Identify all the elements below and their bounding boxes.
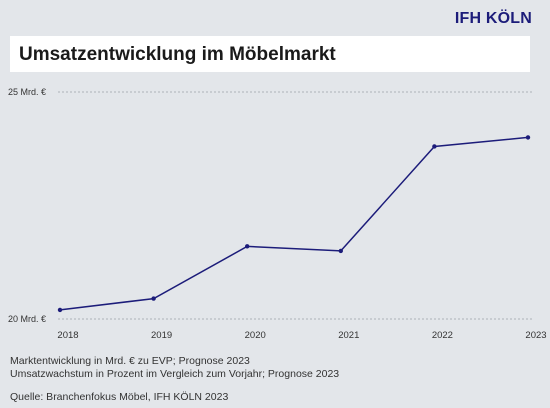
x-tick-label: 2018 [57,330,78,341]
note-market: Marktentwicklung in Mrd. € zu EVP; Progn… [10,355,250,367]
y-tick-label: 25 Mrd. € [8,87,46,97]
x-tick-label: 2020 [245,330,266,341]
x-tick-label: 2019 [151,330,172,341]
data-point-2019 [151,296,156,301]
y-tick-label: 20 Mrd. € [8,314,46,324]
note-growth: Umsatzwachstum in Prozent im Vergleich z… [10,368,340,380]
line-chart: 20 Mrd. €25 Mrd. € 2018 2019 2020 2021 2022 2… [8,87,547,341]
x-tick-label: 2022 [432,330,453,341]
data-point-2020 [245,244,250,249]
data-point-2018 [57,307,63,313]
chart-title: Umsatzentwicklung im Möbelmarkt [19,44,336,65]
title-bar: Umsatzentwicklung im Möbelmarkt [10,36,530,72]
x-tick-layer: 2018 2019 2020 2021 2022 2023 [57,330,546,341]
series-line [59,136,529,311]
source-note: Quelle: Branchenfokus Möbel, IFH KÖLN 20… [10,391,229,403]
data-point-2022 [432,144,437,149]
point-layer [57,135,531,313]
data-point-2021 [338,248,343,254]
grid-layer [58,91,532,320]
y-tick-layer: 20 Mrd. € 25 Mrd. € [8,87,46,324]
brand-logo: IFH KÖLN [454,10,532,27]
data-point-2023 [525,135,531,140]
x-tick-label: 2023 [525,330,546,341]
x-tick-label: 2021 [338,330,359,341]
chart-notes: Marktentwicklung in Mrd. € zu EVP; Progn… [10,355,339,381]
